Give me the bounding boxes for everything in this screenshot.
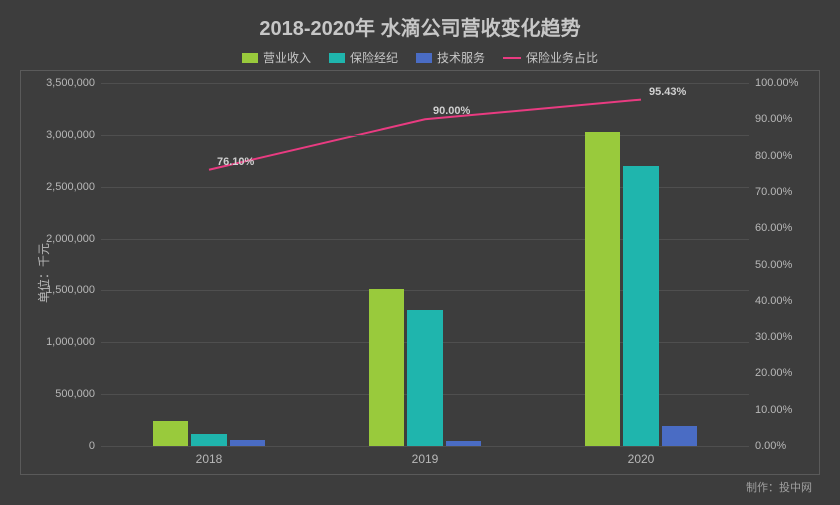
y-right-tick-label: 60.00% xyxy=(749,222,792,234)
legend-label: 保险业务占比 xyxy=(526,49,598,66)
line-data-label: 90.00% xyxy=(433,105,470,117)
legend-label: 营业收入 xyxy=(263,49,311,66)
y-right-tick-label: 70.00% xyxy=(749,186,792,198)
y-right-tick-label: 50.00% xyxy=(749,259,792,271)
x-tick-label: 2018 xyxy=(196,446,223,466)
x-tick-label: 2020 xyxy=(628,446,655,466)
legend: 营业收入 保险经纪 技术服务 保险业务占比 xyxy=(0,49,840,66)
credit-text: 制作：投中网 xyxy=(746,479,812,495)
y-left-tick-label: 2,000,000 xyxy=(46,233,101,245)
legend-swatch xyxy=(329,53,345,63)
y-right-tick-label: 30.00% xyxy=(749,331,792,343)
bar xyxy=(230,440,265,446)
bar xyxy=(585,132,620,446)
bar xyxy=(153,421,188,446)
y-left-tick-label: 2,500,000 xyxy=(46,181,101,193)
line-data-label: 95.43% xyxy=(649,86,686,98)
y-left-tick-label: 3,000,000 xyxy=(46,129,101,141)
bar xyxy=(446,441,481,446)
bar xyxy=(407,310,442,446)
y-right-tick-label: 100.00% xyxy=(749,77,798,89)
bar xyxy=(191,434,226,446)
legend-item: 技术服务 xyxy=(416,49,485,66)
x-tick-label: 2019 xyxy=(412,446,439,466)
plot-area: 0500,0001,000,0001,500,0002,000,0002,500… xyxy=(101,83,749,446)
grid-line xyxy=(101,83,749,84)
y-left-tick-label: 3,500,000 xyxy=(46,77,101,89)
y-right-tick-label: 20.00% xyxy=(749,367,792,379)
y-right-tick-label: 90.00% xyxy=(749,113,792,125)
y-left-tick-label: 1,500,000 xyxy=(46,284,101,296)
grid-line xyxy=(101,135,749,136)
y-left-tick-label: 0 xyxy=(89,440,101,452)
legend-item: 保险业务占比 xyxy=(503,49,598,66)
bar xyxy=(369,289,404,446)
legend-swatch xyxy=(242,53,258,63)
legend-item: 保险经纪 xyxy=(329,49,398,66)
y-right-tick-label: 40.00% xyxy=(749,295,792,307)
legend-item: 营业收入 xyxy=(242,49,311,66)
y-left-tick-label: 1,000,000 xyxy=(46,336,101,348)
y-right-tick-label: 10.00% xyxy=(749,404,792,416)
legend-label: 保险经纪 xyxy=(350,49,398,66)
y-left-tick-label: 500,000 xyxy=(55,388,101,400)
legend-label: 技术服务 xyxy=(437,49,485,66)
legend-swatch xyxy=(503,57,521,59)
line-data-label: 76.10% xyxy=(217,156,254,168)
y-right-tick-label: 80.00% xyxy=(749,150,792,162)
bar xyxy=(662,426,697,446)
bar xyxy=(623,166,658,446)
chart-title: 2018-2020年 水滴公司营收变化趋势 xyxy=(0,0,840,41)
y-right-tick-label: 0.00% xyxy=(749,440,786,452)
legend-swatch xyxy=(416,53,432,63)
chart-frame: 单位：千元 0500,0001,000,0001,500,0002,000,00… xyxy=(20,70,820,475)
